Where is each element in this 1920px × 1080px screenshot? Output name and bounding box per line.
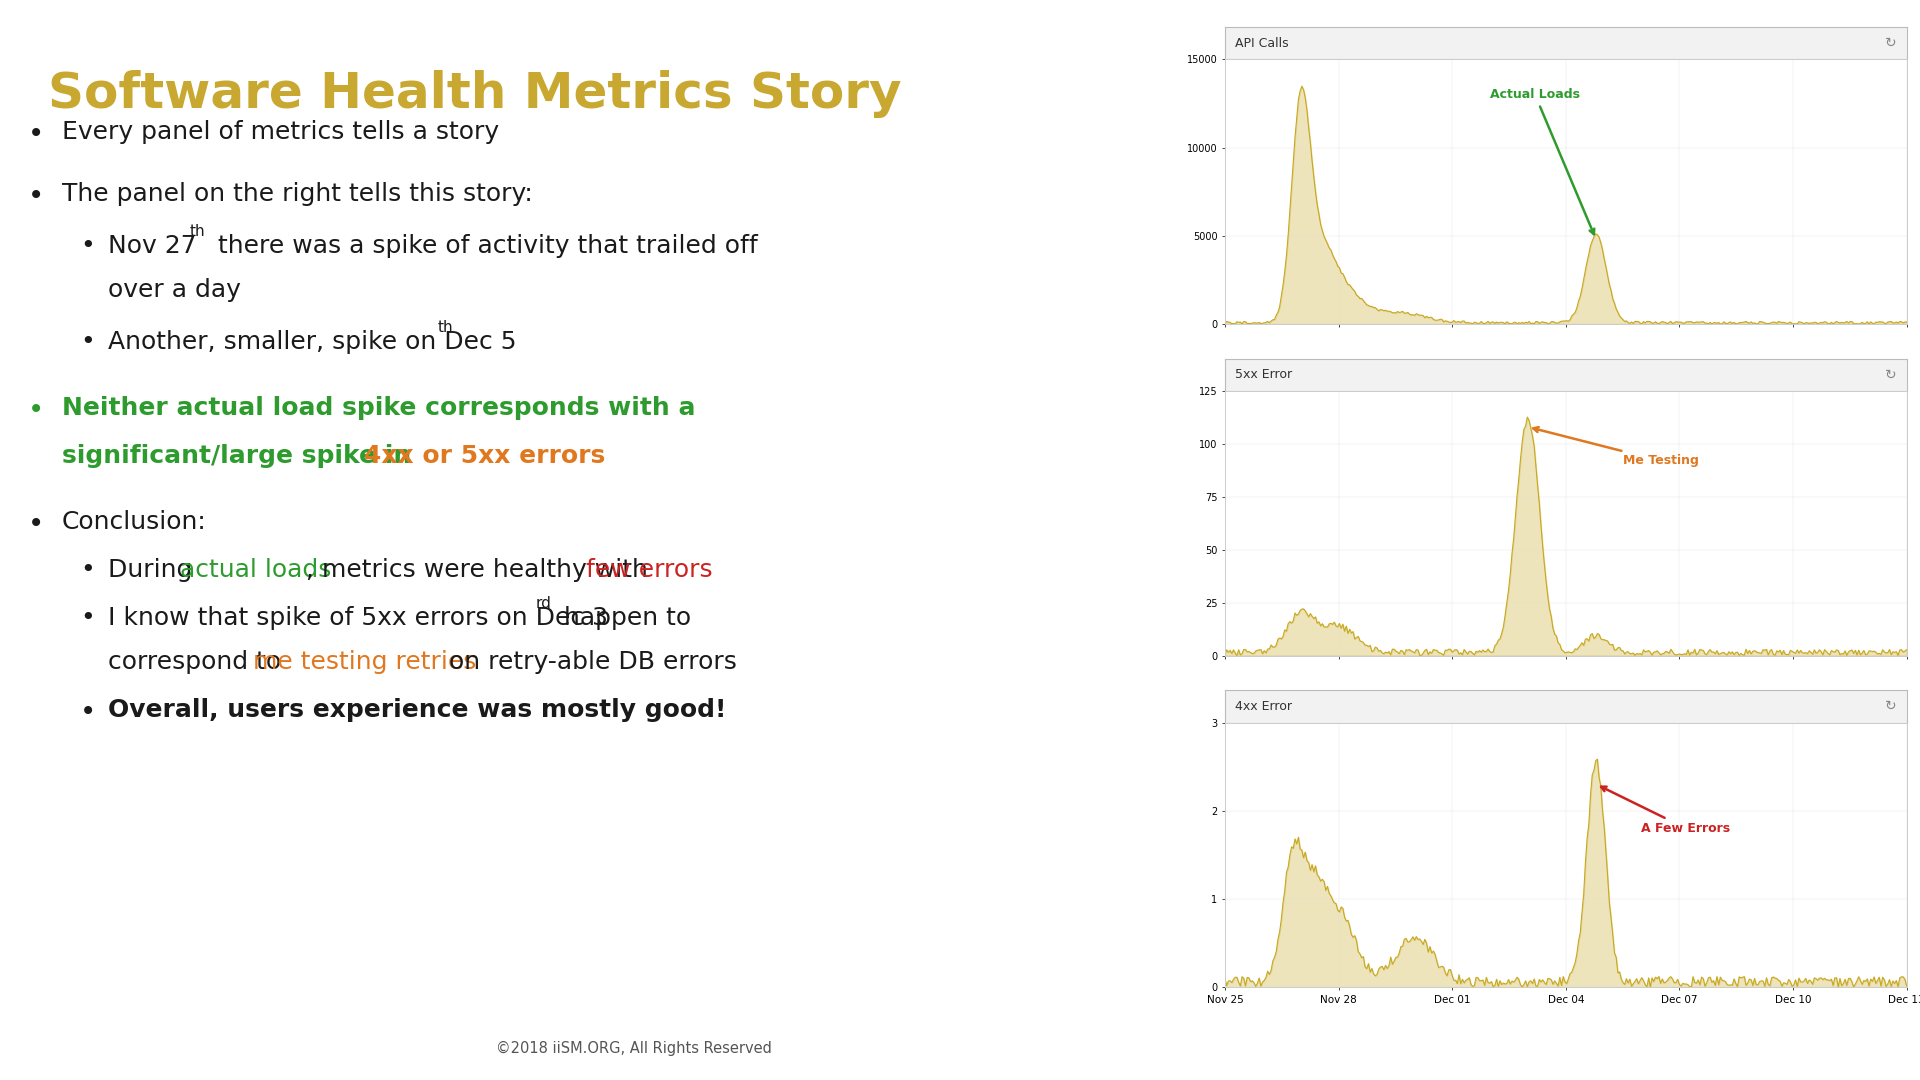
Text: significant/large spike in: significant/large spike in xyxy=(61,444,420,468)
Text: •: • xyxy=(81,558,94,582)
Text: Neither actual load spike corresponds with a: Neither actual load spike corresponds wi… xyxy=(61,396,695,420)
Text: API Calls: API Calls xyxy=(1235,37,1288,50)
Text: •: • xyxy=(29,120,44,148)
Text: correspond to: correspond to xyxy=(108,650,290,674)
Text: 5xx Error: 5xx Error xyxy=(1235,368,1292,381)
Text: ↻: ↻ xyxy=(1885,37,1897,50)
Text: ↻: ↻ xyxy=(1885,700,1897,713)
Text: I know that spike of 5xx errors on Dec 3: I know that spike of 5xx errors on Dec 3 xyxy=(108,606,609,630)
Text: Software Health Metrics Story: Software Health Metrics Story xyxy=(48,70,902,118)
Text: ↻: ↻ xyxy=(1885,368,1897,381)
Text: Every panel of metrics tells a story: Every panel of metrics tells a story xyxy=(61,120,499,144)
Text: actual loads: actual loads xyxy=(180,558,332,582)
Text: Another, smaller, spike on Dec 5: Another, smaller, spike on Dec 5 xyxy=(108,330,516,354)
Text: Me Testing: Me Testing xyxy=(1534,428,1699,468)
Text: •: • xyxy=(29,183,44,210)
Text: happen to: happen to xyxy=(557,606,691,630)
Text: th: th xyxy=(438,320,453,335)
Text: •: • xyxy=(81,330,94,354)
Text: •: • xyxy=(29,510,44,538)
Text: me testing retries: me testing retries xyxy=(253,650,476,674)
Text: •: • xyxy=(81,234,94,258)
Text: •: • xyxy=(81,606,94,630)
Text: over a day: over a day xyxy=(108,278,240,302)
Text: The panel on the right tells this story:: The panel on the right tells this story: xyxy=(61,183,532,206)
Text: 4xx Error: 4xx Error xyxy=(1235,700,1292,713)
Text: 4xx or 5xx errors: 4xx or 5xx errors xyxy=(365,444,605,468)
Text: on retry-able DB errors: on retry-able DB errors xyxy=(442,650,737,674)
Text: •: • xyxy=(81,698,96,726)
Text: Nov 27: Nov 27 xyxy=(108,234,196,258)
Text: th: th xyxy=(190,224,205,239)
Text: , metrics were healthy with: , metrics were healthy with xyxy=(305,558,657,582)
Text: Actual Loads: Actual Loads xyxy=(1490,89,1594,234)
Text: During: During xyxy=(108,558,200,582)
Text: Conclusion:: Conclusion: xyxy=(61,510,207,534)
Text: ©2018 iiSM.ORG, All Rights Reserved: ©2018 iiSM.ORG, All Rights Reserved xyxy=(495,1041,772,1056)
Text: there was a spike of activity that trailed off: there was a spike of activity that trail… xyxy=(209,234,758,258)
Text: rd: rd xyxy=(536,596,551,611)
Text: few errors: few errors xyxy=(586,558,712,582)
Text: Overall, users experience was mostly good!: Overall, users experience was mostly goo… xyxy=(108,698,726,723)
Text: •: • xyxy=(29,396,44,424)
Text: A Few Errors: A Few Errors xyxy=(1601,786,1730,835)
